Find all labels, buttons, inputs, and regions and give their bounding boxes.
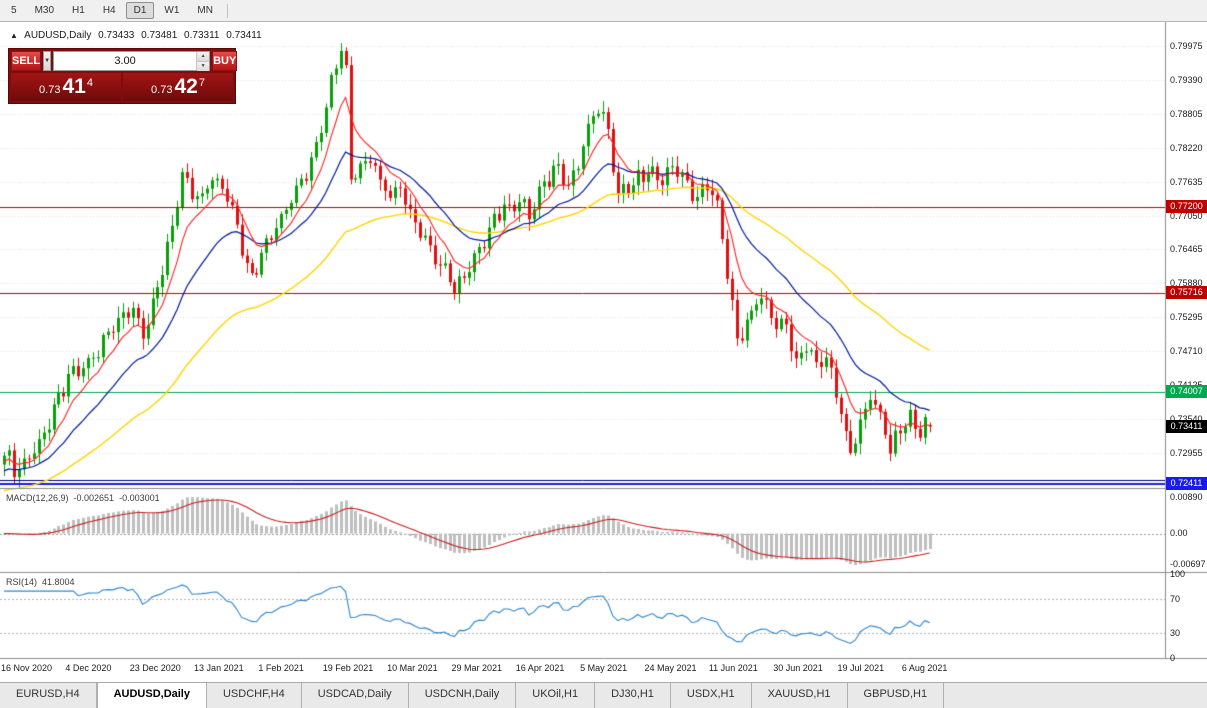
timeframe-toolbar: 5 M30 H1 H4 D1 W1 MN bbox=[0, 0, 1207, 22]
timeframe-button-5[interactable]: 5 bbox=[3, 2, 25, 19]
tab-usdcnh-daily[interactable]: USDCNH,Daily bbox=[409, 683, 517, 708]
tab-usdx-h1[interactable]: USDX,H1 bbox=[671, 683, 752, 708]
price-tick-label: 0.75880 bbox=[1170, 278, 1203, 289]
macd-tick-label: -0.00697 bbox=[1170, 559, 1206, 569]
price-tick-label: 0.74710 bbox=[1170, 346, 1203, 357]
tab-ukoil-h1[interactable]: UKOil,H1 bbox=[516, 683, 596, 708]
sell-price-pip: 4 bbox=[86, 76, 93, 89]
tab-eurusd-h4[interactable]: EURUSD,H4 bbox=[0, 683, 97, 708]
main-chart-canvas[interactable] bbox=[0, 22, 1207, 682]
date-label: 30 Jun 2021 bbox=[773, 663, 823, 673]
ohlc-high: 0.73481 bbox=[141, 30, 178, 41]
price-tick-label: 0.72955 bbox=[1170, 447, 1203, 458]
date-label: 11 Jun 2021 bbox=[708, 663, 758, 673]
symbol-name: AUDUSD,Daily bbox=[24, 30, 92, 41]
symbol-ohlc-line: ▲ AUDUSD,Daily 0.73433 0.73481 0.73311 0… bbox=[10, 30, 266, 41]
macd-main-value: -0.002651 bbox=[73, 493, 115, 503]
rsi-tick-label: 30 bbox=[1170, 627, 1181, 638]
chevron-down-icon: ▼ bbox=[44, 58, 51, 64]
sell-price-prefix: 0.73 bbox=[39, 84, 61, 96]
timeframe-button-h1[interactable]: H1 bbox=[64, 2, 93, 19]
rsi-tick-label: 0 bbox=[1170, 653, 1176, 663]
timeframe-button-w1[interactable]: W1 bbox=[156, 2, 187, 19]
price-tick-label: 0.77635 bbox=[1170, 176, 1203, 187]
buy-price-display[interactable]: 0.73 42 7 bbox=[123, 73, 233, 101]
level-price-label: 0.75716 bbox=[1166, 285, 1207, 299]
one-click-trading-panel: SELL ▼ ▲ ▼ BUY 0.73 41 4 0.73 42 7 bbox=[8, 48, 238, 104]
macd-tick-label: 0.00890 bbox=[1170, 492, 1203, 502]
level-price-label: 0.77200 bbox=[1166, 199, 1207, 213]
price-axis[interactable]: 0.79975 0.79390 0.78805 0.78220 0.77635 0.770… bbox=[1166, 22, 1207, 663]
sell-price-display[interactable]: 0.73 41 4 bbox=[11, 73, 121, 101]
date-label: 16 Apr 2021 bbox=[515, 663, 565, 673]
price-tick-label: 0.77050 bbox=[1170, 210, 1203, 221]
timeframe-button-mn[interactable]: MN bbox=[189, 2, 221, 19]
ohlc-low: 0.73311 bbox=[184, 30, 220, 41]
price-tick-label: 0.79975 bbox=[1170, 41, 1203, 52]
chart-area: ▲ AUDUSD,Daily 0.73433 0.73481 0.73311 0… bbox=[0, 22, 1207, 682]
rsi-tick-label: 70 bbox=[1170, 594, 1181, 605]
chart-icon: ▲ bbox=[10, 31, 18, 40]
sell-button[interactable]: SELL bbox=[11, 51, 42, 71]
rsi-value: 41.8004 bbox=[42, 577, 75, 587]
buy-price-big: 42 bbox=[174, 75, 198, 98]
volume-increase-button[interactable]: ▲ bbox=[197, 52, 210, 61]
rsi-tick-label: 100 bbox=[1170, 569, 1186, 579]
macd-tick-label: 0.00 bbox=[1170, 527, 1188, 538]
price-tick-label: 0.76465 bbox=[1170, 244, 1203, 255]
date-label: 6 Aug 2021 bbox=[901, 663, 948, 673]
date-label: 29 Mar 2021 bbox=[451, 663, 502, 673]
level-price-label: 0.72411 bbox=[1166, 477, 1207, 491]
volume-field: ▲ ▼ bbox=[53, 51, 211, 71]
tab-usdchf-h4[interactable]: USDCHF,H4 bbox=[207, 683, 302, 708]
ohlc-close: 0.73411 bbox=[226, 30, 262, 41]
tab-xauusd-h1[interactable]: XAUUSD,H1 bbox=[752, 683, 848, 708]
timeframe-button-m30[interactable]: M30 bbox=[27, 2, 62, 19]
timeframe-button-h4[interactable]: H4 bbox=[95, 2, 124, 19]
price-tick-label: 0.78805 bbox=[1170, 108, 1203, 119]
buy-price-prefix: 0.73 bbox=[151, 84, 173, 96]
date-label: 19 Feb 2021 bbox=[322, 663, 374, 673]
date-label: 1 Feb 2021 bbox=[258, 663, 304, 673]
time-axis[interactable]: 16 Nov 2020 4 Dec 2020 23 Dec 2020 13 Jan 2… bbox=[0, 660, 1165, 680]
current-price-label: 0.73411 bbox=[1166, 419, 1207, 433]
tab-audusd-daily[interactable]: AUDUSD,Daily bbox=[96, 683, 207, 708]
macd-signal-value: -0.003001 bbox=[119, 493, 160, 503]
buy-button[interactable]: BUY bbox=[212, 51, 238, 71]
date-label: 5 May 2021 bbox=[580, 663, 628, 673]
price-tick-label: 0.75295 bbox=[1170, 312, 1203, 323]
price-tick-label: 0.73540 bbox=[1170, 414, 1203, 424]
date-label: 16 Nov 2020 bbox=[1, 663, 53, 673]
timeframe-button-d1[interactable]: D1 bbox=[125, 2, 155, 19]
sell-price-big: 41 bbox=[62, 75, 86, 98]
date-label: 24 May 2021 bbox=[644, 663, 697, 673]
tab-dj30-h1[interactable]: DJ30,H1 bbox=[595, 683, 671, 708]
macd-indicator-label: MACD(12,26,9) -0.002651 -0.003001 bbox=[6, 493, 160, 503]
price-tick-label: 0.79390 bbox=[1170, 74, 1203, 85]
ohlc-open: 0.73433 bbox=[98, 30, 135, 41]
price-tick-label: 0.78220 bbox=[1170, 142, 1203, 153]
date-label: 4 Dec 2020 bbox=[65, 663, 112, 673]
tab-usdcad-daily[interactable]: USDCAD,Daily bbox=[302, 683, 409, 708]
level-price-label: 0.74007 bbox=[1166, 384, 1207, 398]
rsi-indicator-label: RSI(14) 41.8004 bbox=[6, 577, 75, 587]
date-label: 23 Dec 2020 bbox=[129, 663, 181, 673]
tab-gbpusd-h1[interactable]: GBPUSD,H1 bbox=[848, 683, 945, 708]
date-label: 10 Mar 2021 bbox=[387, 663, 438, 673]
volume-input[interactable] bbox=[54, 52, 197, 70]
toolbar-separator bbox=[226, 3, 228, 18]
chart-tab-bar: EURUSD,H4 AUDUSD,Daily USDCHF,H4 USDCAD,Dai… bbox=[0, 682, 1207, 708]
date-label: 13 Jan 2021 bbox=[194, 663, 244, 673]
volume-dropdown-button[interactable]: ▼ bbox=[43, 51, 52, 71]
buy-price-pip: 7 bbox=[198, 76, 205, 89]
volume-decrease-button[interactable]: ▼ bbox=[197, 61, 210, 71]
date-label: 19 Jul 2021 bbox=[837, 663, 885, 673]
